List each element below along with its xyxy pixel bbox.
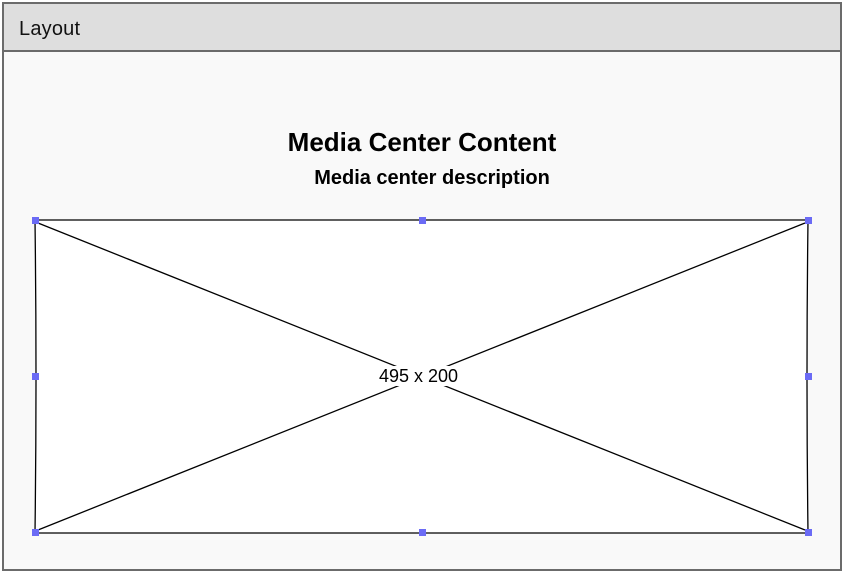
resize-handle-bottom-left[interactable] <box>32 529 39 536</box>
media-center-description: Media center description <box>314 167 550 189</box>
resize-handle-top[interactable] <box>419 217 426 224</box>
resize-handle-bottom[interactable] <box>419 529 426 536</box>
window-titlebar: Layout <box>4 4 840 52</box>
resize-handle-left[interactable] <box>32 373 39 380</box>
image-size-label: 495 x 200 <box>376 366 462 386</box>
media-center-heading: Media Center Content <box>287 127 557 157</box>
resize-handle-bottom-right[interactable] <box>805 529 812 536</box>
window-title: Layout <box>19 18 81 40</box>
resize-handle-top-right[interactable] <box>805 217 812 224</box>
resize-handle-top-left[interactable] <box>32 217 39 224</box>
resize-handle-right[interactable] <box>805 373 812 380</box>
